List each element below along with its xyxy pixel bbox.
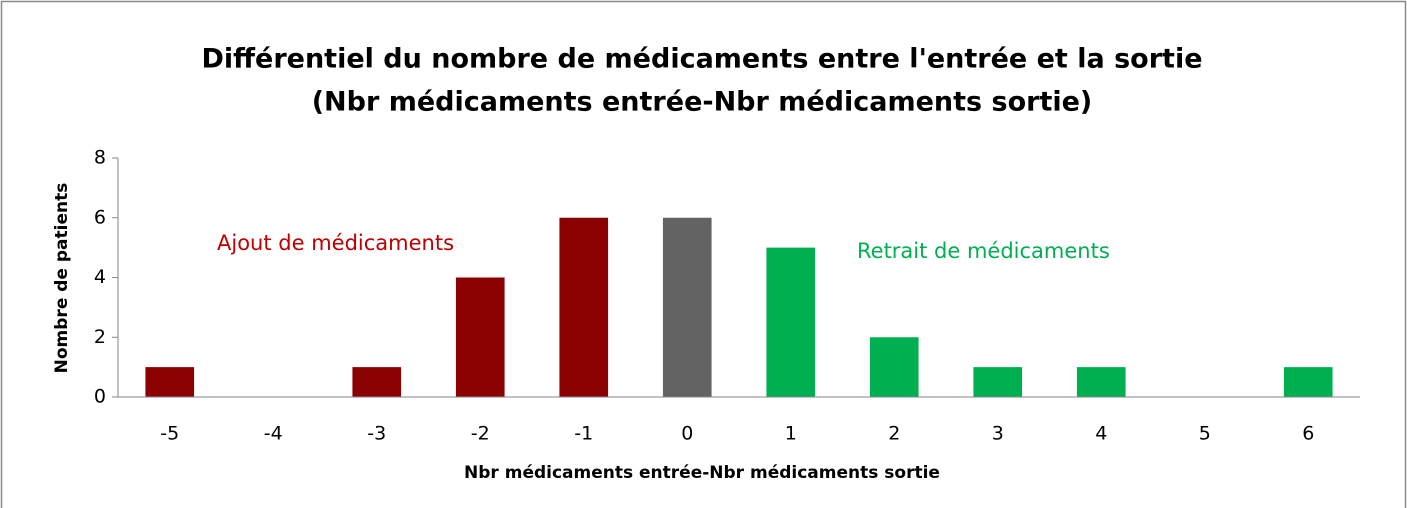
bar — [869, 337, 919, 397]
x-tick-label: 1 — [785, 423, 797, 445]
chart-title: (Nbr médicaments entrée-Nbr médicaments … — [312, 87, 1093, 118]
bar — [455, 277, 505, 397]
bar — [662, 217, 712, 397]
bar — [1076, 367, 1126, 397]
x-tick-label: -5 — [160, 423, 179, 445]
bar — [145, 367, 195, 397]
x-tick-label: 4 — [1095, 423, 1107, 445]
bar — [766, 247, 816, 397]
chart-title: Différentiel du nombre de médicaments en… — [201, 44, 1202, 75]
bar — [973, 367, 1023, 397]
annotation: Ajout de médicaments — [217, 231, 454, 255]
bar — [1283, 367, 1333, 397]
annotation: Retrait de médicaments — [857, 239, 1110, 263]
y-tick-label: 6 — [94, 206, 106, 228]
y-tick-label: 8 — [94, 147, 106, 169]
x-tick-label: -4 — [264, 423, 283, 445]
bar — [559, 217, 609, 397]
x-tick-label: 0 — [681, 423, 693, 445]
bar — [352, 367, 402, 397]
x-tick-label: 3 — [992, 423, 1004, 445]
x-tick-label: 2 — [888, 423, 900, 445]
y-tick-label: 4 — [94, 266, 106, 288]
x-tick-label: -2 — [471, 423, 490, 445]
x-tick-label: -3 — [367, 423, 386, 445]
x-axis-title: Nbr médicaments entrée-Nbr médicaments s… — [464, 463, 940, 483]
y-axis-title: Nombre de patients — [52, 183, 72, 374]
x-tick-label: 5 — [1199, 423, 1211, 445]
x-tick-label: -1 — [574, 423, 593, 445]
y-tick-label: 2 — [94, 326, 106, 348]
y-tick-label: 0 — [94, 386, 106, 408]
x-tick-label: 6 — [1302, 423, 1314, 445]
